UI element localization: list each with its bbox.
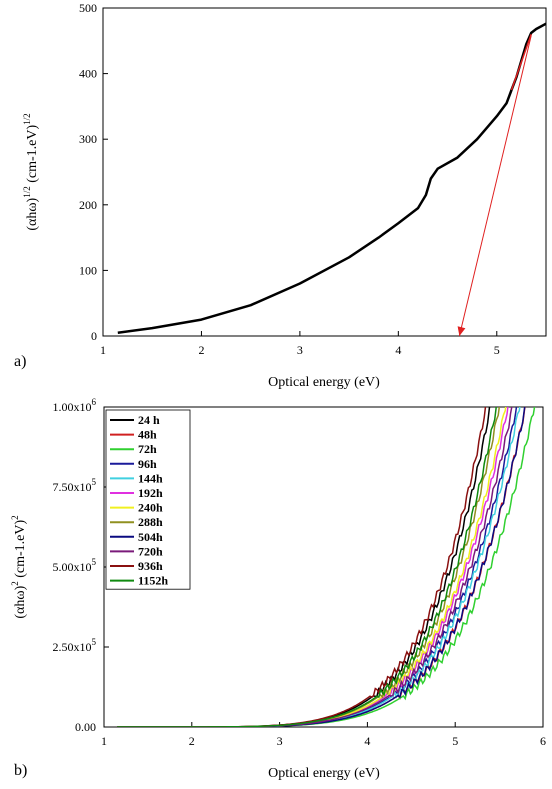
y-tick-label: 0.00 [75, 720, 96, 734]
panel-a-ylabel: (αhω)1/2 (cm-1.eV)1/2 [22, 113, 40, 230]
y-tick-label: 200 [79, 198, 97, 212]
data-series-line [117, 22, 547, 334]
panel-a-plot-frame [102, 7, 547, 337]
y-tick-label: 7.50x105 [53, 477, 97, 494]
legend-label: 720h [138, 544, 163, 558]
x-tick-label: 3 [297, 343, 303, 357]
extrapolation-arrow-head [457, 326, 466, 336]
panel-a-ylabel-exp2: 1/2 [22, 113, 32, 125]
legend-label: 72h [138, 442, 157, 456]
y-tick-label: 1.00x106 [53, 397, 97, 414]
legend-label: 504h [138, 530, 163, 544]
y-tick-label: 2.50x105 [53, 637, 97, 654]
data-series-line [117, 407, 513, 727]
legend-label: 48h [138, 428, 157, 442]
panel-a-ylabel-mid: (cm-1.eV) [25, 125, 40, 187]
panel-a-xlabel: Optical energy (eV) [268, 375, 380, 390]
panel-a-ylabel-base: (αhω) [25, 197, 40, 230]
data-series-line [117, 407, 497, 727]
y-tick-exponent: 5 [92, 637, 97, 647]
panel-a-series [117, 22, 547, 334]
panel-b-series [117, 407, 536, 727]
y-tick-label: 0 [91, 329, 97, 343]
x-tick-label: 5 [452, 734, 458, 748]
legend-label: 96h [138, 457, 157, 471]
y-tick-exponent: 5 [92, 477, 97, 487]
x-tick-label: 1 [100, 343, 106, 357]
y-tick-label: 400 [79, 67, 97, 81]
data-series-line [117, 407, 526, 727]
legend-label: 288h [138, 515, 163, 529]
y-tick-mantissa: 1.00x10 [53, 400, 92, 414]
x-tick-label: 3 [277, 734, 283, 748]
x-tick-label: 2 [198, 343, 204, 357]
panel-b-ylabel-base: (αhω) [13, 585, 28, 618]
panel-a-annotations [457, 33, 532, 337]
panel-b-ticks: 1 2 3 4 5 60.002.50x1055.00x1057.50x1051.00x1… [53, 397, 547, 748]
panel-b-ylabel: (αhω)2 (cm-1.eV)2 [10, 515, 28, 618]
y-tick-exponent: 6 [92, 397, 97, 407]
y-tick-label: 300 [79, 132, 97, 146]
x-tick-label: 2 [189, 734, 195, 748]
panel-b-legend: 24 h48h72h96h144h192h240h288h504h720h936… [105, 409, 191, 590]
legend-label: 24 h [138, 413, 160, 427]
panel-a-label: a) [14, 353, 26, 370]
y-tick-mantissa: 2.50x10 [53, 640, 92, 654]
panel-a-ylabel-exp1: 1/2 [22, 186, 32, 198]
panel-b: 1 2 3 4 5 60.002.50x1055.00x1057.50x1051.00x1… [10, 397, 547, 781]
y-tick-mantissa: 5.00x10 [53, 560, 92, 574]
y-tick-mantissa: 7.50x10 [53, 480, 92, 494]
fit-line [510, 33, 532, 91]
panel-b-label: b) [14, 762, 27, 779]
legend-label: 144h [138, 471, 163, 485]
y-tick-label: 500 [79, 1, 97, 15]
y-tick-exponent: 5 [92, 557, 97, 567]
extrapolation-arrow-line [458, 35, 532, 337]
x-tick-label: 4 [364, 734, 370, 748]
legend-box [105, 409, 191, 590]
legend-label: 1152h [138, 574, 168, 588]
panel-b-ylabel-exp1: 2 [10, 581, 20, 586]
y-tick-label: 5.00x105 [53, 557, 97, 574]
legend-label: 936h [138, 559, 163, 573]
panel-b-ylabel-mid: (cm-1.eV) [13, 520, 28, 582]
panel-a-ticks: 1 2 3 4 5 0 100 200 300 400 500 [79, 1, 500, 357]
x-tick-label: 1 [101, 734, 107, 748]
panel-a: 1 2 3 4 5 0 100 200 300 400 500 a) Optical energy … [14, 1, 547, 390]
x-tick-label: 5 [494, 343, 500, 357]
legend-label: 240h [138, 501, 163, 515]
panel-b-ylabel-exp2: 2 [10, 515, 20, 520]
x-tick-label: 4 [395, 343, 401, 357]
y-tick-label: 100 [79, 263, 97, 277]
x-tick-label: 6 [540, 734, 546, 748]
y-tick-mantissa: 0.00 [75, 720, 96, 734]
legend-label: 192h [138, 486, 163, 500]
panel-b-xlabel: Optical energy (eV) [268, 766, 380, 781]
